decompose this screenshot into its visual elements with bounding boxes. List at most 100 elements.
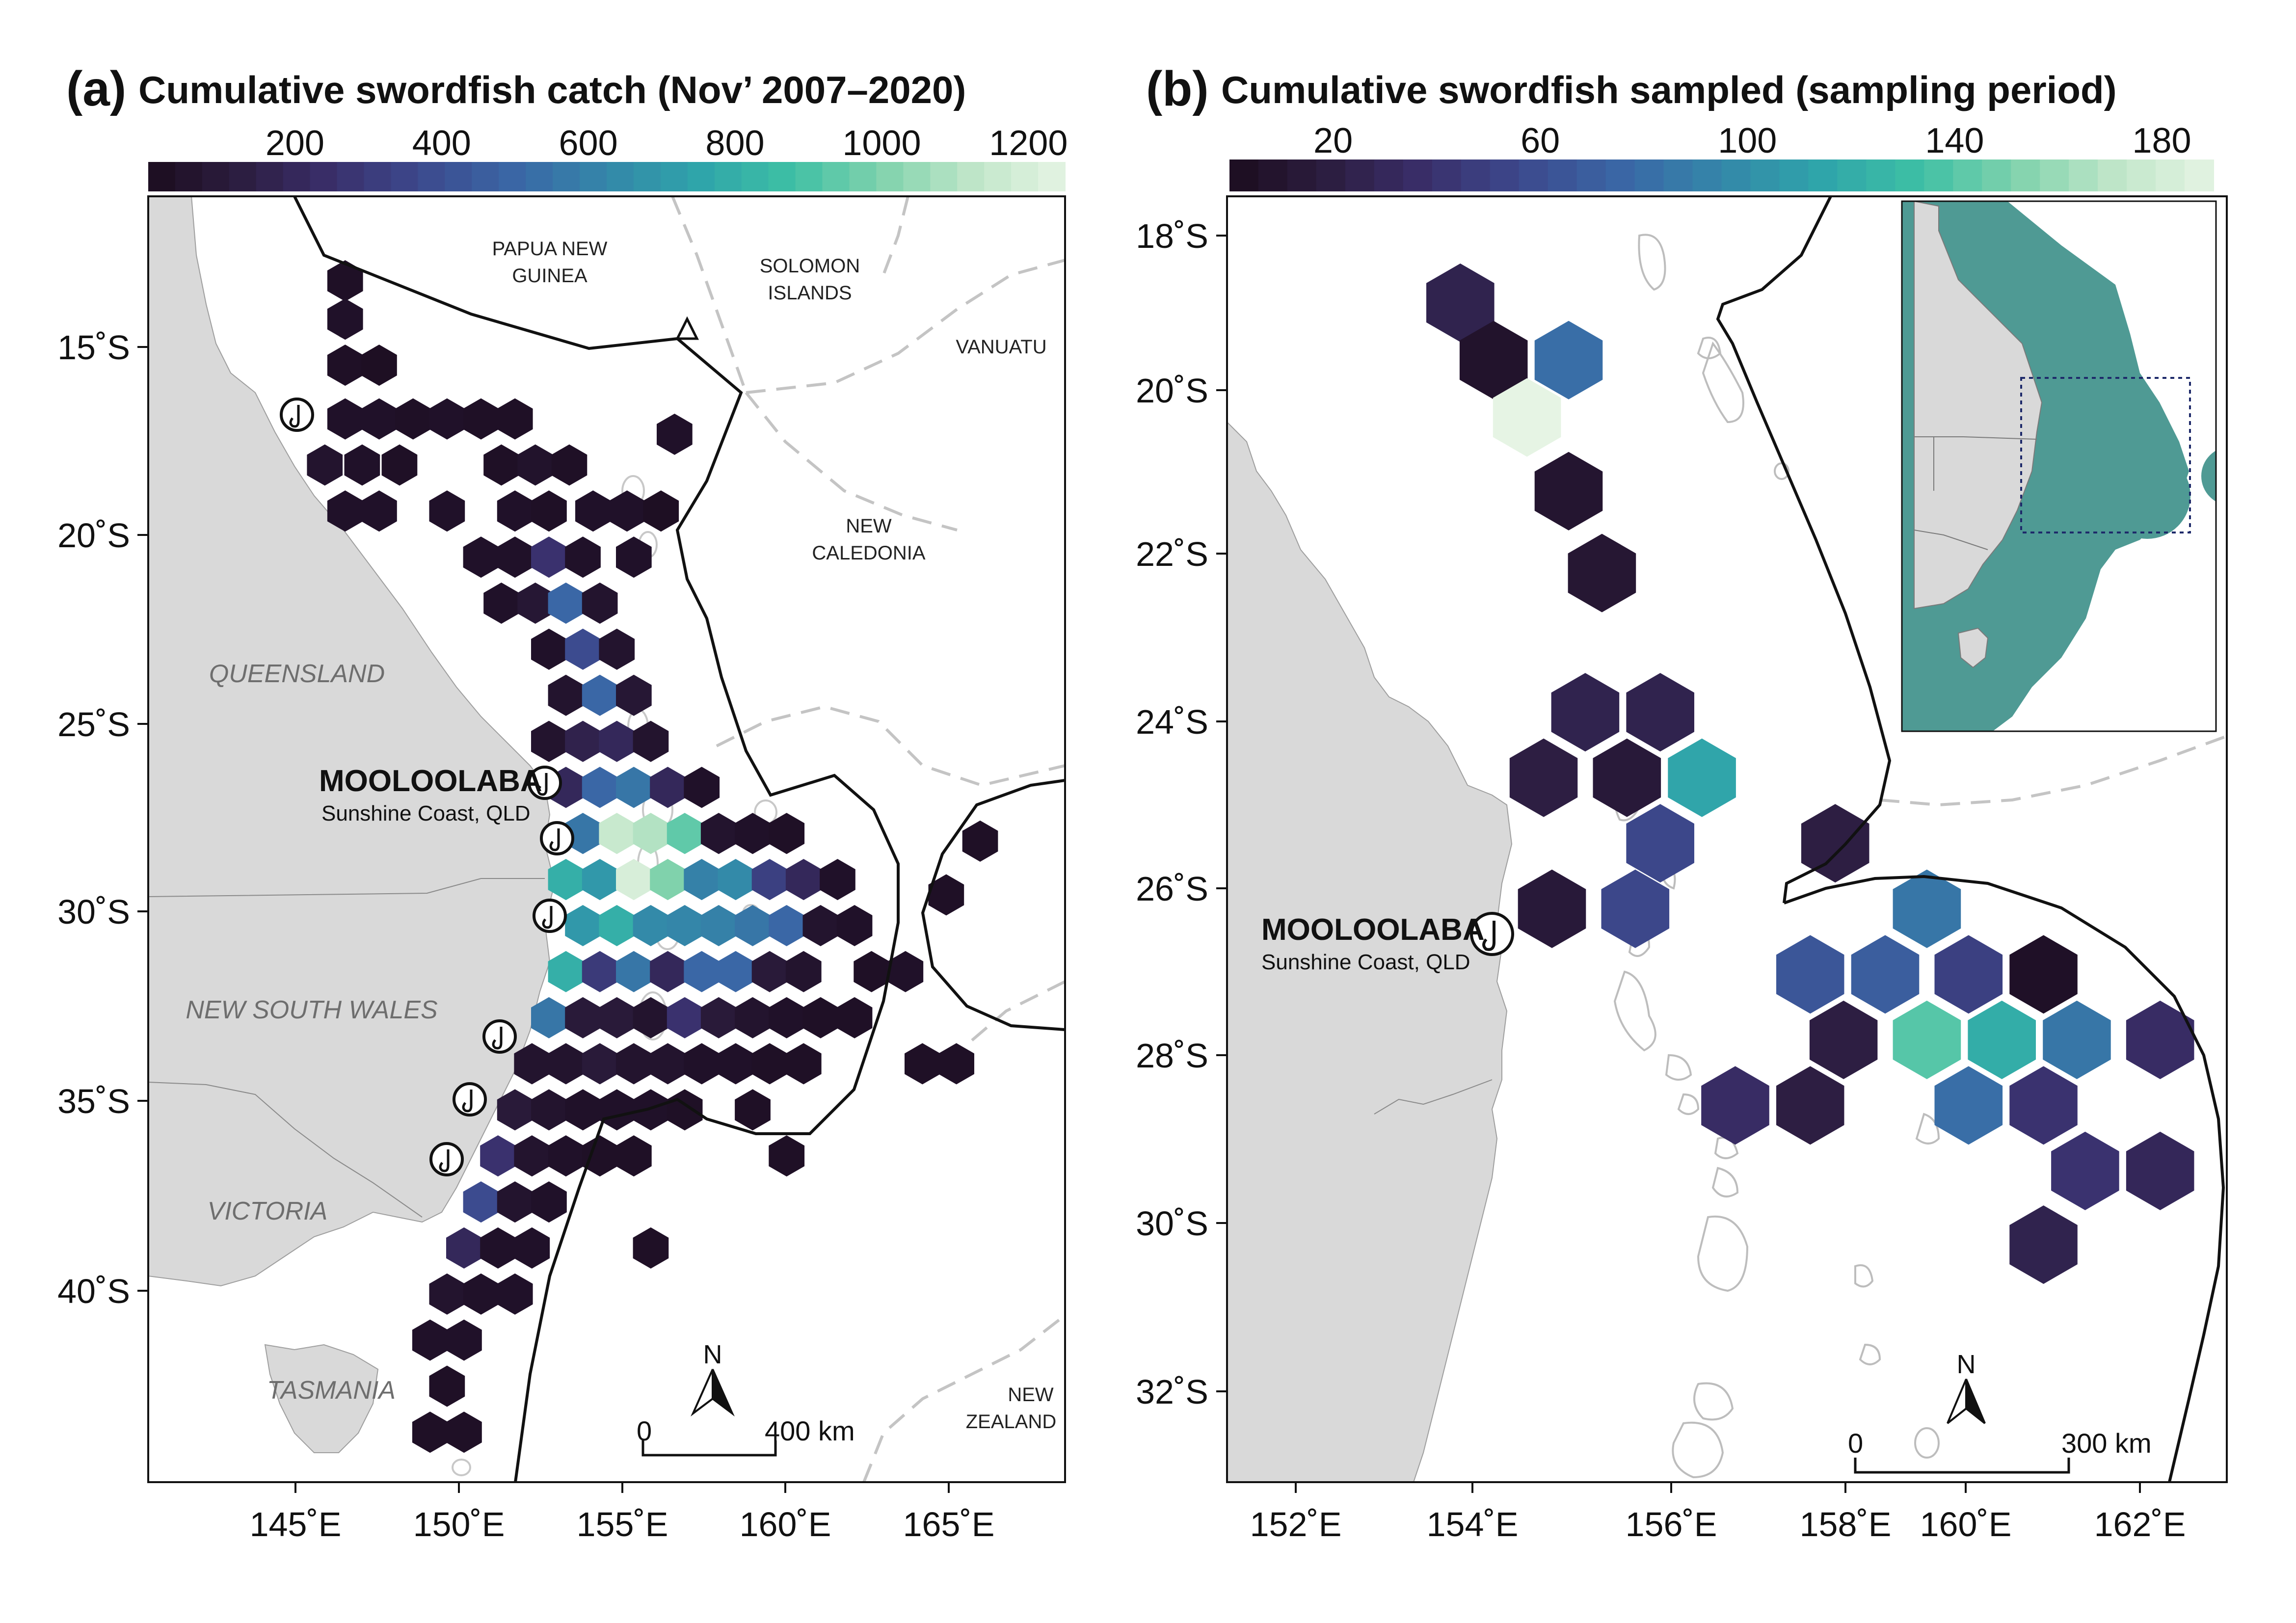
north-arrow-b: N [1947, 1350, 1986, 1424]
lon-tick-b: 156˚E [1626, 1505, 1717, 1543]
hex-cell [565, 720, 601, 762]
hex-cell [1893, 1000, 1961, 1079]
colorbar-swatch [1548, 160, 1577, 191]
hex-cell [2126, 1000, 2194, 1079]
hex-cell [429, 1273, 465, 1315]
label-new-south-wales: NEW SOUTH WALES [186, 996, 438, 1024]
hex-cell [599, 813, 635, 854]
scale-start-b: 0 [1848, 1428, 1863, 1459]
colorbar-swatch [2185, 160, 2214, 191]
hex-cell [887, 951, 924, 992]
scale-bar-b: 0 300 km [1848, 1428, 2152, 1474]
hex-cell [836, 905, 873, 946]
hex-cell [785, 859, 822, 901]
colorbar-swatch [1576, 160, 1606, 191]
colorbar-tick-label: 100 [1718, 121, 1777, 160]
hex-cell [735, 1089, 771, 1131]
hex-cell [1801, 804, 1869, 883]
hex-cell [361, 345, 397, 386]
hex-cell [599, 905, 635, 946]
hex-cell [531, 490, 567, 532]
colorbar-swatch [1011, 162, 1039, 191]
colorbar-swatch [1403, 160, 1433, 191]
hex-cell [836, 997, 873, 1038]
hex-cell [1934, 935, 2003, 1014]
hex-cell [463, 1273, 499, 1315]
hex-cell [1893, 869, 1961, 948]
colorbar-swatch [1605, 160, 1635, 191]
hex-cell [483, 444, 519, 486]
lat-tick-b: 24˚S [1136, 703, 1208, 741]
hex-cell [962, 820, 998, 862]
lat-tick-a: 15˚S [57, 328, 130, 367]
lat-tick-b: 22˚S [1136, 535, 1208, 573]
hex-cell [650, 859, 686, 901]
colorbar-swatch [2098, 160, 2128, 191]
hex-cell [769, 905, 805, 946]
hex-cell [616, 1135, 652, 1177]
hex-cell [582, 1135, 618, 1177]
hex-cell [2043, 1000, 2111, 1079]
colorbar-swatch [553, 162, 580, 191]
panel-b-lon-axis: 152˚E 154˚E 156˚E 158˚E 160˚E 162˚E [1250, 1482, 2186, 1543]
hex-cell [497, 1089, 533, 1131]
hex-cell [633, 1089, 669, 1131]
hex-cell [684, 951, 720, 992]
hook-icon [482, 1019, 517, 1054]
hex-cell [769, 813, 805, 854]
hex-cell [497, 490, 533, 532]
colorbar-tick-label: 1200 [989, 124, 1068, 163]
hex-cell [531, 1181, 567, 1223]
hex-cell [718, 859, 754, 901]
colorbar-tick-label: 20 [1313, 121, 1353, 160]
hex-cell [395, 398, 431, 440]
lat-tick-b: 18˚S [1136, 217, 1208, 255]
hex-cell [497, 536, 533, 578]
panel-b-letter: (b) [1146, 61, 1209, 116]
hex-cell [1518, 869, 1586, 948]
hex-cell [616, 767, 652, 808]
hex-cell [735, 905, 771, 946]
colorbar-swatch [768, 162, 796, 191]
hook-icon [1470, 912, 1514, 956]
colorbar-swatch [229, 162, 257, 191]
colorbar-swatch [1634, 160, 1664, 191]
colorbar-swatch [1519, 160, 1548, 191]
hex-cell [751, 951, 788, 992]
colorbar-swatch [499, 162, 527, 191]
colorbar-swatch [1461, 160, 1491, 191]
hex-cell [718, 951, 754, 992]
colorbar-swatch [741, 162, 769, 191]
hex-cell [820, 859, 855, 901]
hex-cell [633, 905, 669, 946]
colorbar-swatch [2040, 160, 2070, 191]
hex-cell [616, 859, 652, 901]
hex-cell [643, 490, 679, 532]
hex-cell [582, 767, 618, 808]
hex-cell [582, 674, 618, 716]
hex-cell [327, 490, 363, 532]
scale-end-b: 300 km [2061, 1428, 2152, 1459]
colorbar-swatch [2156, 160, 2186, 191]
hex-cell [2051, 1131, 2119, 1210]
hex-cell [1593, 738, 1661, 817]
hex-cell [1968, 1000, 2036, 1079]
hex-cell [735, 813, 771, 854]
hex-cell [497, 1181, 533, 1223]
colorbar-tick-label: 600 [559, 124, 618, 163]
hex-cell [548, 1135, 584, 1177]
hex-cell [751, 1043, 788, 1085]
hex-cell [582, 1043, 618, 1085]
lon-tick-b: 162˚E [2094, 1505, 2186, 1543]
lat-tick-a: 20˚S [57, 516, 130, 555]
colorbar-swatch [660, 162, 688, 191]
hex-cell [616, 536, 652, 578]
hex-cell [1701, 1066, 1769, 1145]
panel-b-colorbar: 20 60 100 140 180 [1229, 121, 2214, 191]
lon-tick-b: 154˚E [1427, 1505, 1519, 1543]
colorbar-swatch [849, 162, 877, 191]
hex-cell [650, 1043, 686, 1085]
colorbar-swatch [1779, 160, 1809, 191]
hex-cell [633, 1227, 669, 1269]
port-sub-b: Sunshine Coast, QLD [1261, 950, 1470, 974]
